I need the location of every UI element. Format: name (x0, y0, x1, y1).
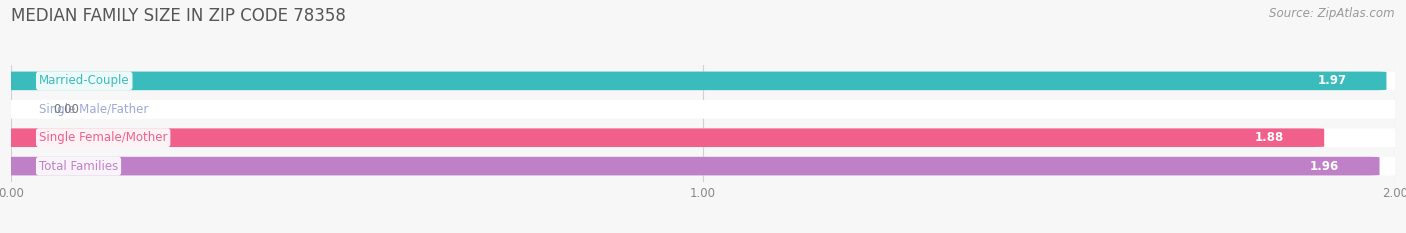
Text: Total Families: Total Families (39, 160, 118, 173)
Text: Single Male/Father: Single Male/Father (39, 103, 148, 116)
Text: 1.96: 1.96 (1310, 160, 1340, 173)
Text: 1.88: 1.88 (1254, 131, 1284, 144)
FancyBboxPatch shape (0, 100, 1406, 119)
Text: 0.00: 0.00 (53, 103, 79, 116)
FancyBboxPatch shape (0, 72, 1406, 90)
FancyBboxPatch shape (0, 128, 1324, 147)
FancyBboxPatch shape (0, 157, 1406, 175)
Text: 1.97: 1.97 (1317, 74, 1347, 87)
Text: MEDIAN FAMILY SIZE IN ZIP CODE 78358: MEDIAN FAMILY SIZE IN ZIP CODE 78358 (11, 7, 346, 25)
FancyBboxPatch shape (0, 157, 1379, 175)
Text: Source: ZipAtlas.com: Source: ZipAtlas.com (1270, 7, 1395, 20)
Text: Married-Couple: Married-Couple (39, 74, 129, 87)
FancyBboxPatch shape (0, 128, 1406, 147)
FancyBboxPatch shape (0, 72, 1386, 90)
Text: Single Female/Mother: Single Female/Mother (39, 131, 167, 144)
